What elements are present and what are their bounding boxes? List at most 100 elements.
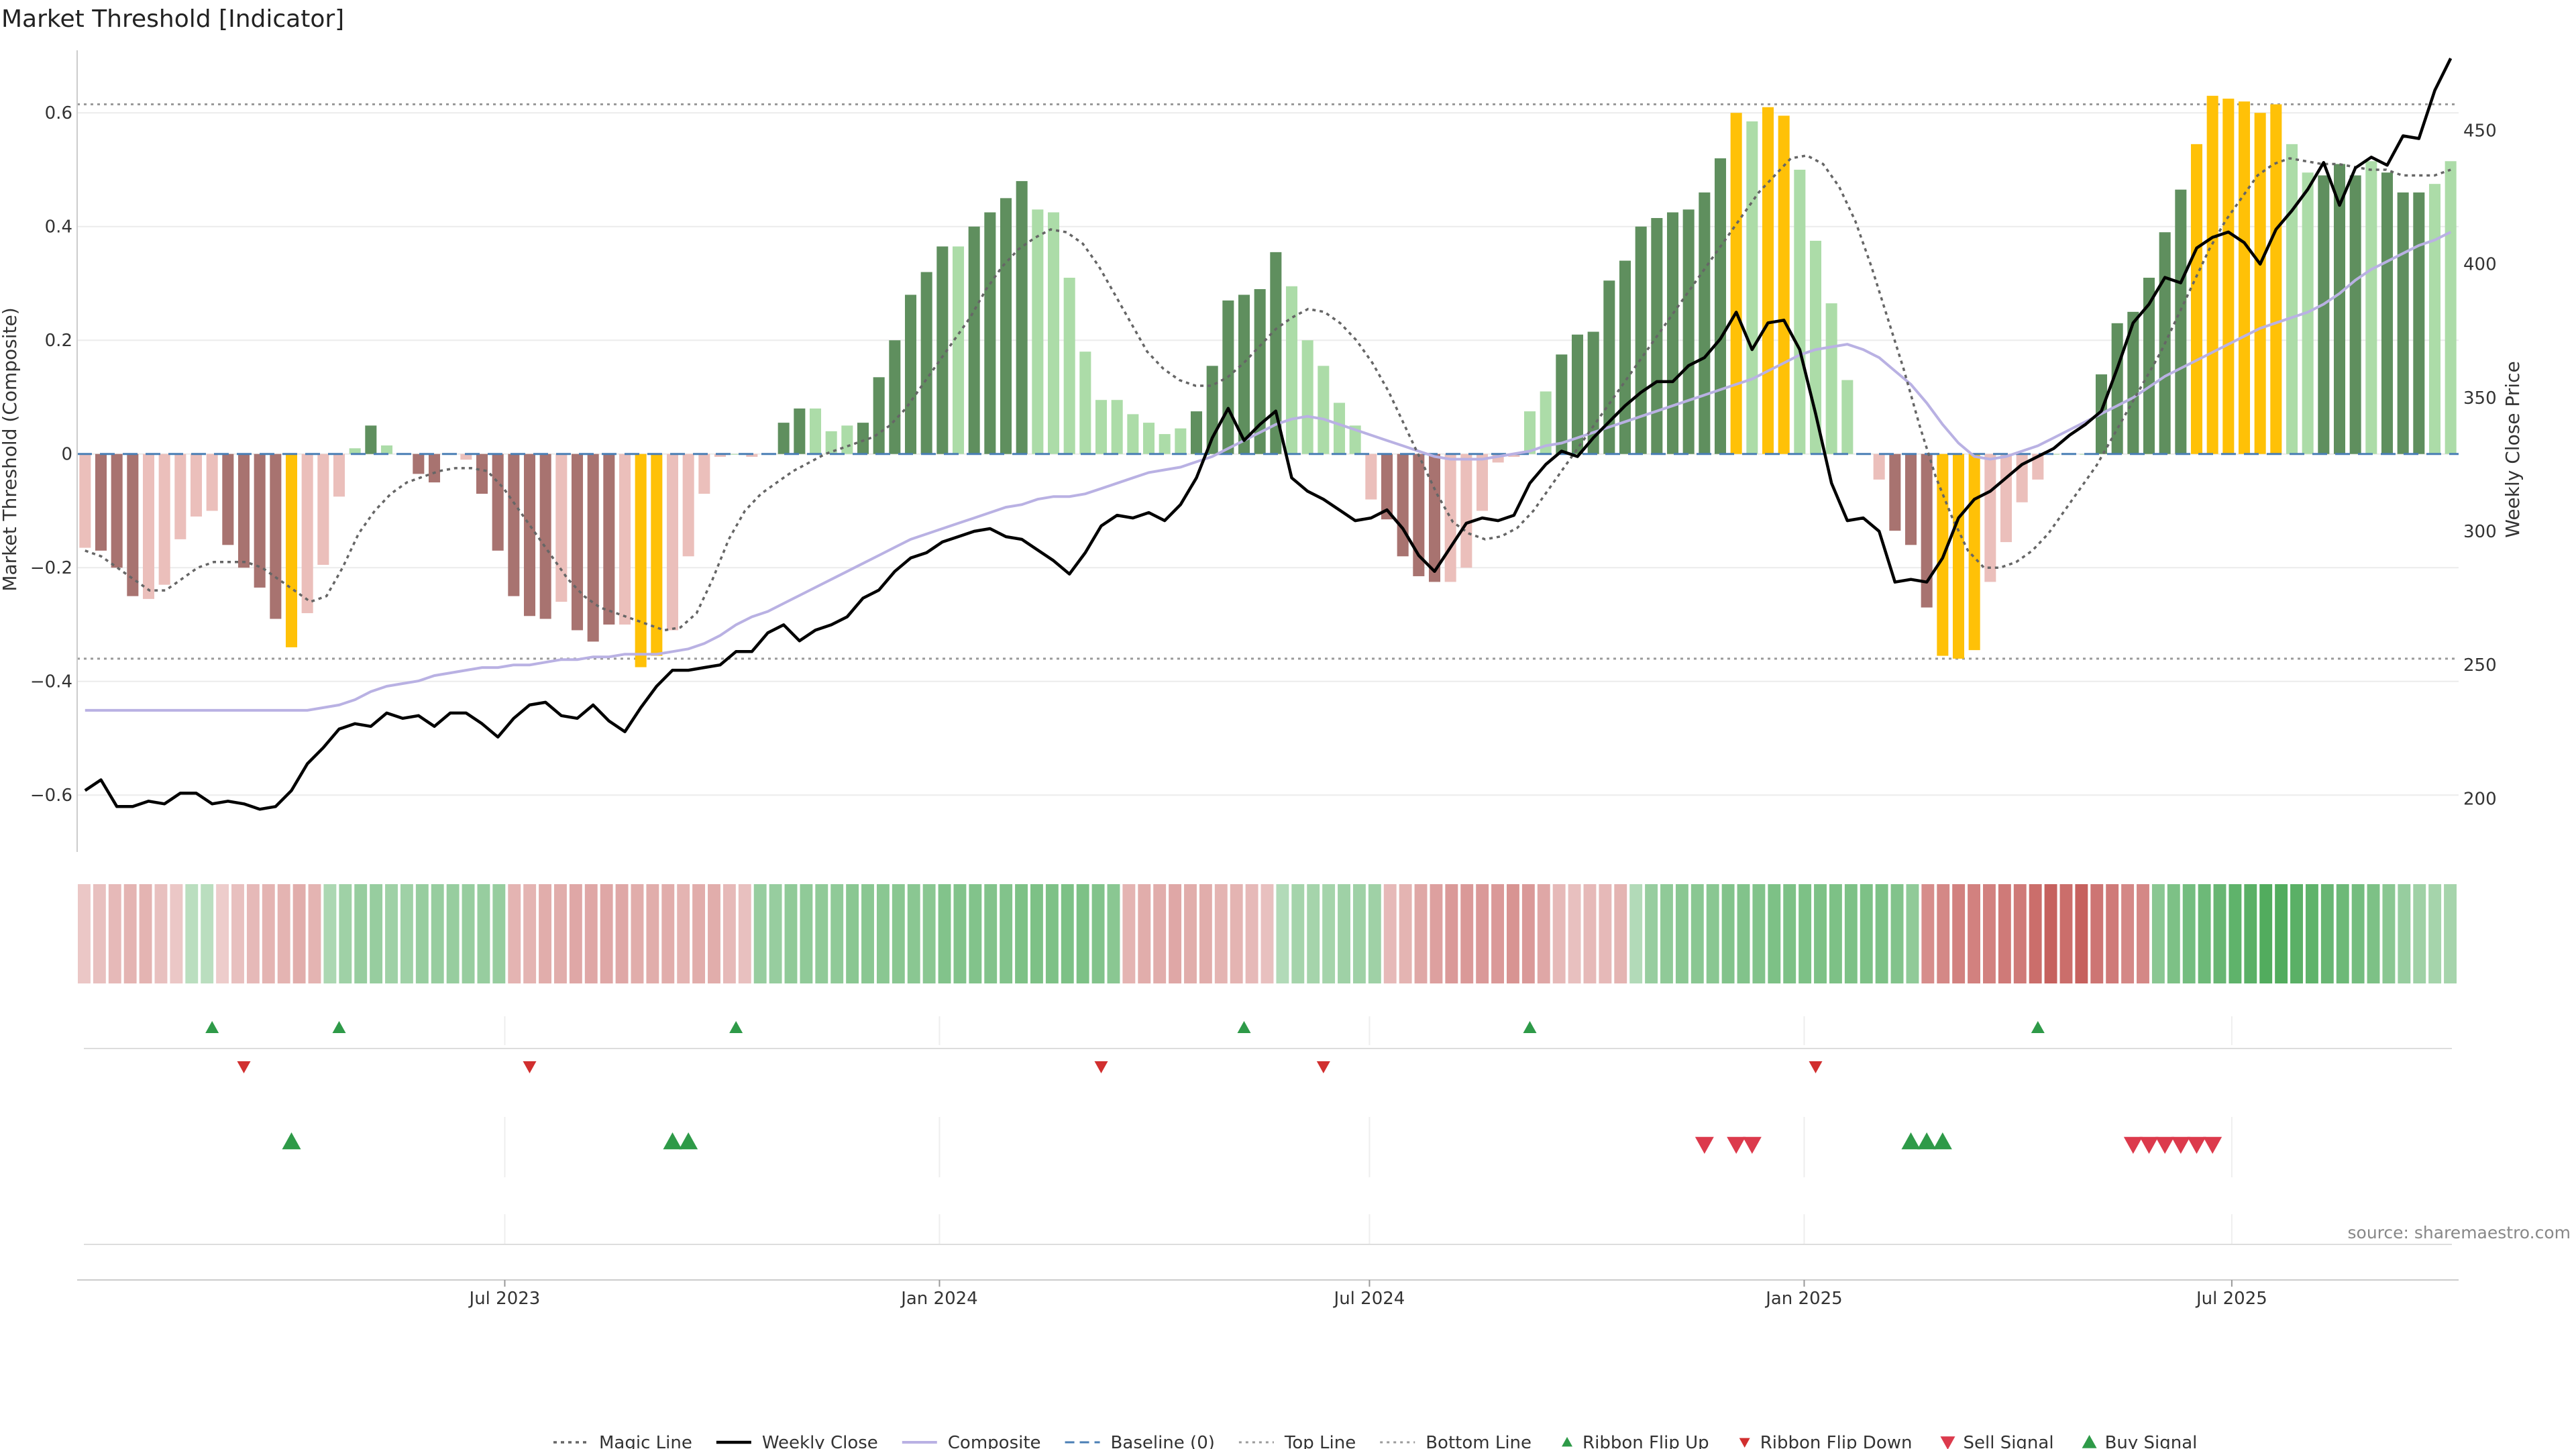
sell-signal-marker: [2187, 1136, 2206, 1154]
composite-bar: [1476, 453, 1489, 511]
legend-label: Composite: [948, 1433, 1041, 1449]
ribbon-cell: [1230, 884, 1243, 983]
ribbon-cell: [139, 884, 152, 983]
legend-item-bottom: Bottom Line: [1380, 1433, 1532, 1449]
ribbon-cell: [2244, 884, 2257, 983]
ribbon-cell: [692, 884, 706, 983]
ribbon-cell: [262, 884, 275, 983]
composite-bar: [746, 453, 758, 457]
ribbon-cell: [2398, 884, 2411, 983]
ribbon-cell: [292, 884, 306, 983]
ribbon-cell: [1844, 884, 1858, 983]
ribbon-cell: [1629, 884, 1643, 983]
ribbon-cell: [1952, 884, 1966, 983]
ribbon-cell: [1875, 884, 1888, 983]
legend-label: Ribbon Flip Up: [1582, 1433, 1709, 1449]
composite-bar: [270, 453, 282, 619]
sell-signal-marker: [1727, 1136, 1746, 1154]
ribbon-cell: [1998, 884, 2011, 983]
ribbon-cell: [1460, 884, 1474, 983]
composite-bar: [2143, 278, 2155, 454]
legend-label: Magic Line: [599, 1433, 692, 1449]
composite-bar: [984, 212, 996, 454]
x-tick-label: Jan 2025: [1764, 1289, 1843, 1309]
composite-bar: [2032, 453, 2044, 480]
axes: −0.6 −0.4 −0.2 0 0.2 0.4 0.6 200 250 300 350 400 450: [30, 50, 2497, 852]
ribbon-cell: [2013, 884, 2027, 983]
composite-bar: [2254, 113, 2266, 454]
composite-bar: [2445, 161, 2457, 454]
composite-bar: [555, 453, 568, 602]
ribbon-cell: [354, 884, 368, 983]
composite-bar: [2047, 453, 2060, 455]
ribbon-cell: [1507, 884, 1519, 983]
ribbon-cell: [462, 884, 475, 983]
ribbon-cell: [631, 884, 644, 983]
ribbon-cell: [769, 884, 782, 983]
ribbon-flip-down-marker: [523, 1061, 537, 1073]
x-axis: Jul 2023 Jan 2024 Jul 2024 Jan 2025 Jul 2025: [77, 1279, 2459, 1309]
ribbon-cell: [1829, 884, 1842, 983]
composite-bar: [1904, 453, 1917, 545]
composite-bar: [1841, 380, 1854, 454]
composite-bar: [2428, 184, 2441, 454]
sell-signal-marker: [2155, 1136, 2175, 1154]
ribbon-cell: [615, 884, 629, 983]
legend-item-buy: Buy Signal: [2082, 1433, 2197, 1449]
y-tick-label: −0.2: [30, 558, 72, 578]
ribbon-cell: [2259, 884, 2273, 983]
ribbon-cell: [308, 884, 321, 983]
composite-bar: [1111, 400, 1123, 454]
ribbon-cell: [1660, 884, 1673, 983]
ribbon-cell: [1752, 884, 1766, 983]
buy-signal-marker: [1901, 1132, 1921, 1150]
ribbon-cell: [1169, 884, 1182, 983]
ribbon-cell: [1814, 884, 1827, 983]
ribbon-cell: [323, 884, 337, 983]
ribbon-cell: [2382, 884, 2396, 983]
composite-bar: [1889, 453, 1901, 531]
y2-tick-label: 350: [2463, 388, 2497, 409]
composite-bar: [254, 453, 266, 588]
composite-bar: [1571, 334, 1584, 454]
ribbon-flip-up-marker: [1237, 1021, 1251, 1033]
ribbon-cell: [508, 884, 521, 983]
ribbon-cell: [1015, 884, 1028, 983]
ribbon-cell: [846, 884, 859, 983]
ribbon-cell: [2075, 884, 2088, 983]
ribbon-cell: [2428, 884, 2442, 983]
ribbon-cell: [1768, 884, 1781, 983]
ribbon-cell: [1383, 884, 1397, 983]
series-lines: [77, 58, 2459, 811]
ribbon-cell: [1521, 884, 1535, 983]
ribbon-flip-up-marker: [2031, 1021, 2045, 1033]
ribbon-cell: [922, 884, 936, 983]
ribbon-cell: [646, 884, 659, 983]
legend-item-baseline: Baseline (0): [1065, 1433, 1215, 1449]
ribbon-cell: [2275, 884, 2288, 983]
composite-bar: [1984, 453, 1996, 582]
legend-item-close: Weekly Close: [716, 1433, 878, 1449]
composite-bar: [2333, 164, 2346, 454]
ribbon-flip-up-marker: [729, 1021, 743, 1033]
ribbon-cell: [2305, 884, 2318, 983]
ribbon-cell: [2229, 884, 2242, 983]
composite-bar: [1270, 252, 1282, 454]
trend-ribbon: [78, 884, 2457, 983]
ribbon-cell: [2367, 884, 2380, 983]
composite-bar: [1047, 212, 1060, 454]
composite-bar: [111, 453, 123, 568]
composite-bar: [809, 408, 822, 454]
ribbon-cell: [969, 884, 982, 983]
composite-bar: [1508, 453, 1520, 457]
sell-signal-marker: [2203, 1136, 2222, 1154]
ribbon-cell: [1921, 884, 1935, 983]
ribbon-cell: [246, 884, 260, 983]
ribbon-cell: [2059, 884, 2073, 983]
composite-bar: [2000, 453, 2012, 543]
ribbon-cell: [1491, 884, 1504, 983]
composite-bar: [95, 453, 107, 551]
composite-bar: [1746, 121, 1758, 454]
ribbon-cell: [446, 884, 460, 983]
composite-bar: [1000, 198, 1012, 454]
